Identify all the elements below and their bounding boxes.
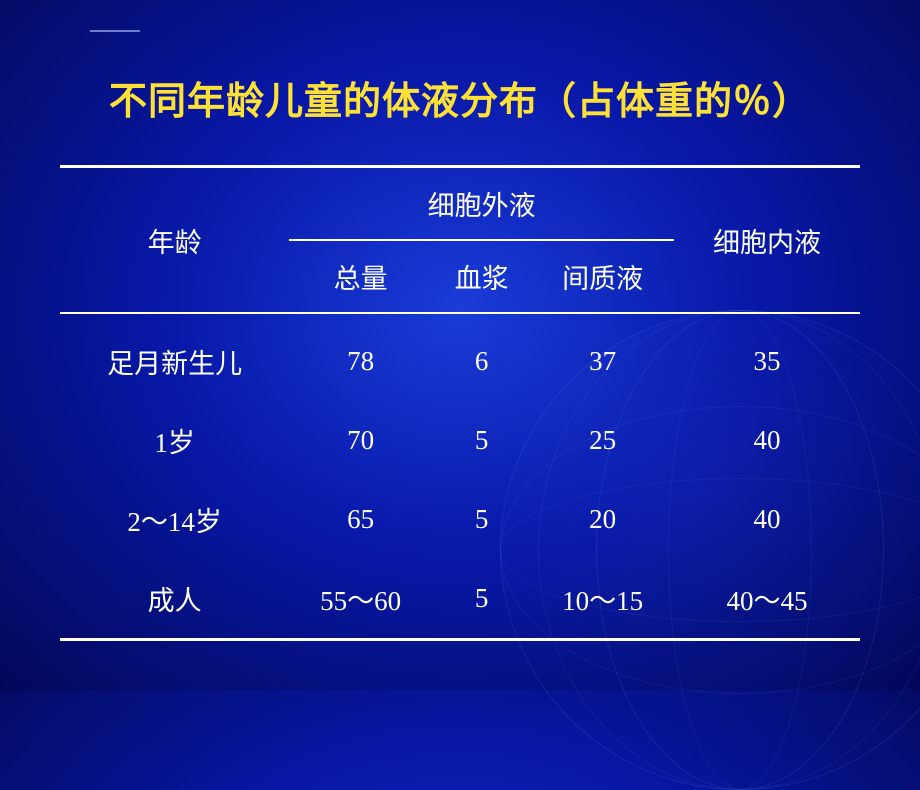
cell-age: 2～14岁 xyxy=(60,480,289,559)
cell-age: 1岁 xyxy=(60,401,289,480)
fluid-distribution-table: 年龄 细胞外液 细胞内液 总量 血浆 间质液 足月新生儿 78 6 37 35 … xyxy=(60,165,860,641)
table-body: 足月新生儿 78 6 37 35 1岁 70 5 25 40 2～14岁 65 … xyxy=(60,313,860,640)
cell-age: 足月新生儿 xyxy=(60,313,289,401)
cell-plasma: 5 xyxy=(432,480,531,559)
cell-interstitial: 20 xyxy=(531,480,674,559)
slide-container: 不同年龄儿童的体液分布（占体重的％） 年龄 细胞外液 细胞内液 总量 血浆 间质… xyxy=(0,0,920,690)
cell-icf: 40～45 xyxy=(674,559,860,640)
col-age: 年龄 xyxy=(60,167,289,314)
cell-icf: 40 xyxy=(674,401,860,480)
col-ecf-plasma: 血浆 xyxy=(432,240,531,313)
col-ecf-total: 总量 xyxy=(289,240,432,313)
table-row: 成人 55～60 5 10～15 40～45 xyxy=(60,559,860,640)
slide-title: 不同年龄儿童的体液分布（占体重的％） xyxy=(60,70,860,125)
table-row: 1岁 70 5 25 40 xyxy=(60,401,860,480)
cell-interstitial: 10～15 xyxy=(531,559,674,640)
cell-total: 65 xyxy=(289,480,432,559)
cell-age: 成人 xyxy=(60,559,289,640)
cell-total: 78 xyxy=(289,313,432,401)
table-row: 足月新生儿 78 6 37 35 xyxy=(60,313,860,401)
cell-interstitial: 37 xyxy=(531,313,674,401)
col-ecf-interstitial: 间质液 xyxy=(531,240,674,313)
cell-total: 70 xyxy=(289,401,432,480)
col-icf: 细胞内液 xyxy=(674,167,860,314)
cell-plasma: 5 xyxy=(432,401,531,480)
cell-total: 55～60 xyxy=(289,559,432,640)
cell-interstitial: 25 xyxy=(531,401,674,480)
cell-icf: 40 xyxy=(674,480,860,559)
table-row: 2～14岁 65 5 20 40 xyxy=(60,480,860,559)
cell-plasma: 6 xyxy=(432,313,531,401)
cell-plasma: 5 xyxy=(432,559,531,640)
table-header: 年龄 细胞外液 细胞内液 总量 血浆 间质液 xyxy=(60,167,860,314)
col-group-ecf: 细胞外液 xyxy=(289,167,674,241)
cell-icf: 35 xyxy=(674,313,860,401)
